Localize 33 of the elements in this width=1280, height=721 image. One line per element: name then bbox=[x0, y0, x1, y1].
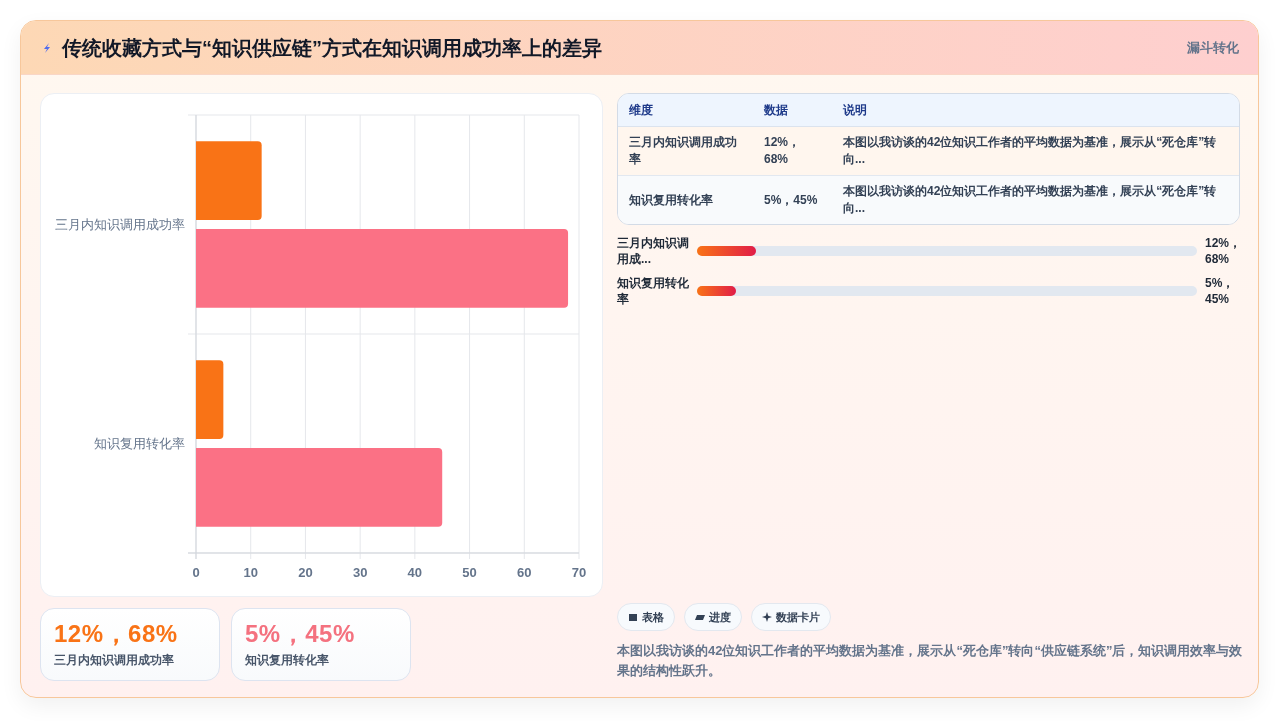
text: 本图以我访谈的42位知识工作者的平均数据为基准，展示从“死仓库”转向... bbox=[843, 135, 1217, 166]
x-tick-label: 60 bbox=[517, 565, 532, 580]
text: 12%，68% bbox=[54, 620, 178, 647]
category-label: 三月内知识调用成功率 bbox=[54, 652, 174, 668]
text: 12%，68% bbox=[764, 135, 801, 166]
x-tick-label: 70 bbox=[571, 565, 587, 580]
text: 5%，45% bbox=[764, 192, 818, 207]
bar bbox=[196, 447, 443, 527]
text: 5%，45% bbox=[245, 620, 355, 647]
text: 本图以我访谈的42位知识工作者的平均数据为基准，展示从“死仓库”转向... bbox=[843, 184, 1217, 215]
category-label: 知识复用转化率 bbox=[245, 652, 329, 668]
bar bbox=[196, 228, 569, 308]
text: 本图以我访谈的42位知识工作者的平均数据为基准，展示从“死仓库”转向“供应链系统”后，知识调用效率与效果的结构性跃升。 bbox=[617, 642, 1244, 680]
text: 5%，45% bbox=[1205, 275, 1236, 308]
bar bbox=[196, 360, 224, 440]
x-tick-label: 20 bbox=[298, 565, 313, 580]
bar bbox=[196, 141, 262, 221]
category-label: 表格 bbox=[642, 609, 664, 625]
text: 漏斗转化 bbox=[1187, 39, 1239, 57]
category-label: 进度 bbox=[709, 609, 731, 625]
category-label: 知识复用转化率 bbox=[629, 192, 713, 207]
x-tick-label: 40 bbox=[407, 565, 423, 580]
x-tick-label: 10 bbox=[243, 565, 258, 580]
text: 传统收藏方式与“知识供应链”方式在知识调用成功率上的差异 bbox=[62, 36, 602, 61]
text: 12%，68% bbox=[1205, 235, 1243, 268]
x-tick-label: 50 bbox=[462, 565, 477, 580]
x-tick-label: 30 bbox=[352, 565, 368, 580]
category-label: 数据 bbox=[764, 102, 788, 119]
y-tick-label: 三月内知识调用成... bbox=[617, 235, 690, 268]
category-label: 数据卡片 bbox=[776, 609, 820, 625]
category-label: 维度 bbox=[629, 102, 653, 119]
x-tick-label: 0 bbox=[192, 565, 200, 580]
category-label: 说明 bbox=[843, 102, 867, 119]
